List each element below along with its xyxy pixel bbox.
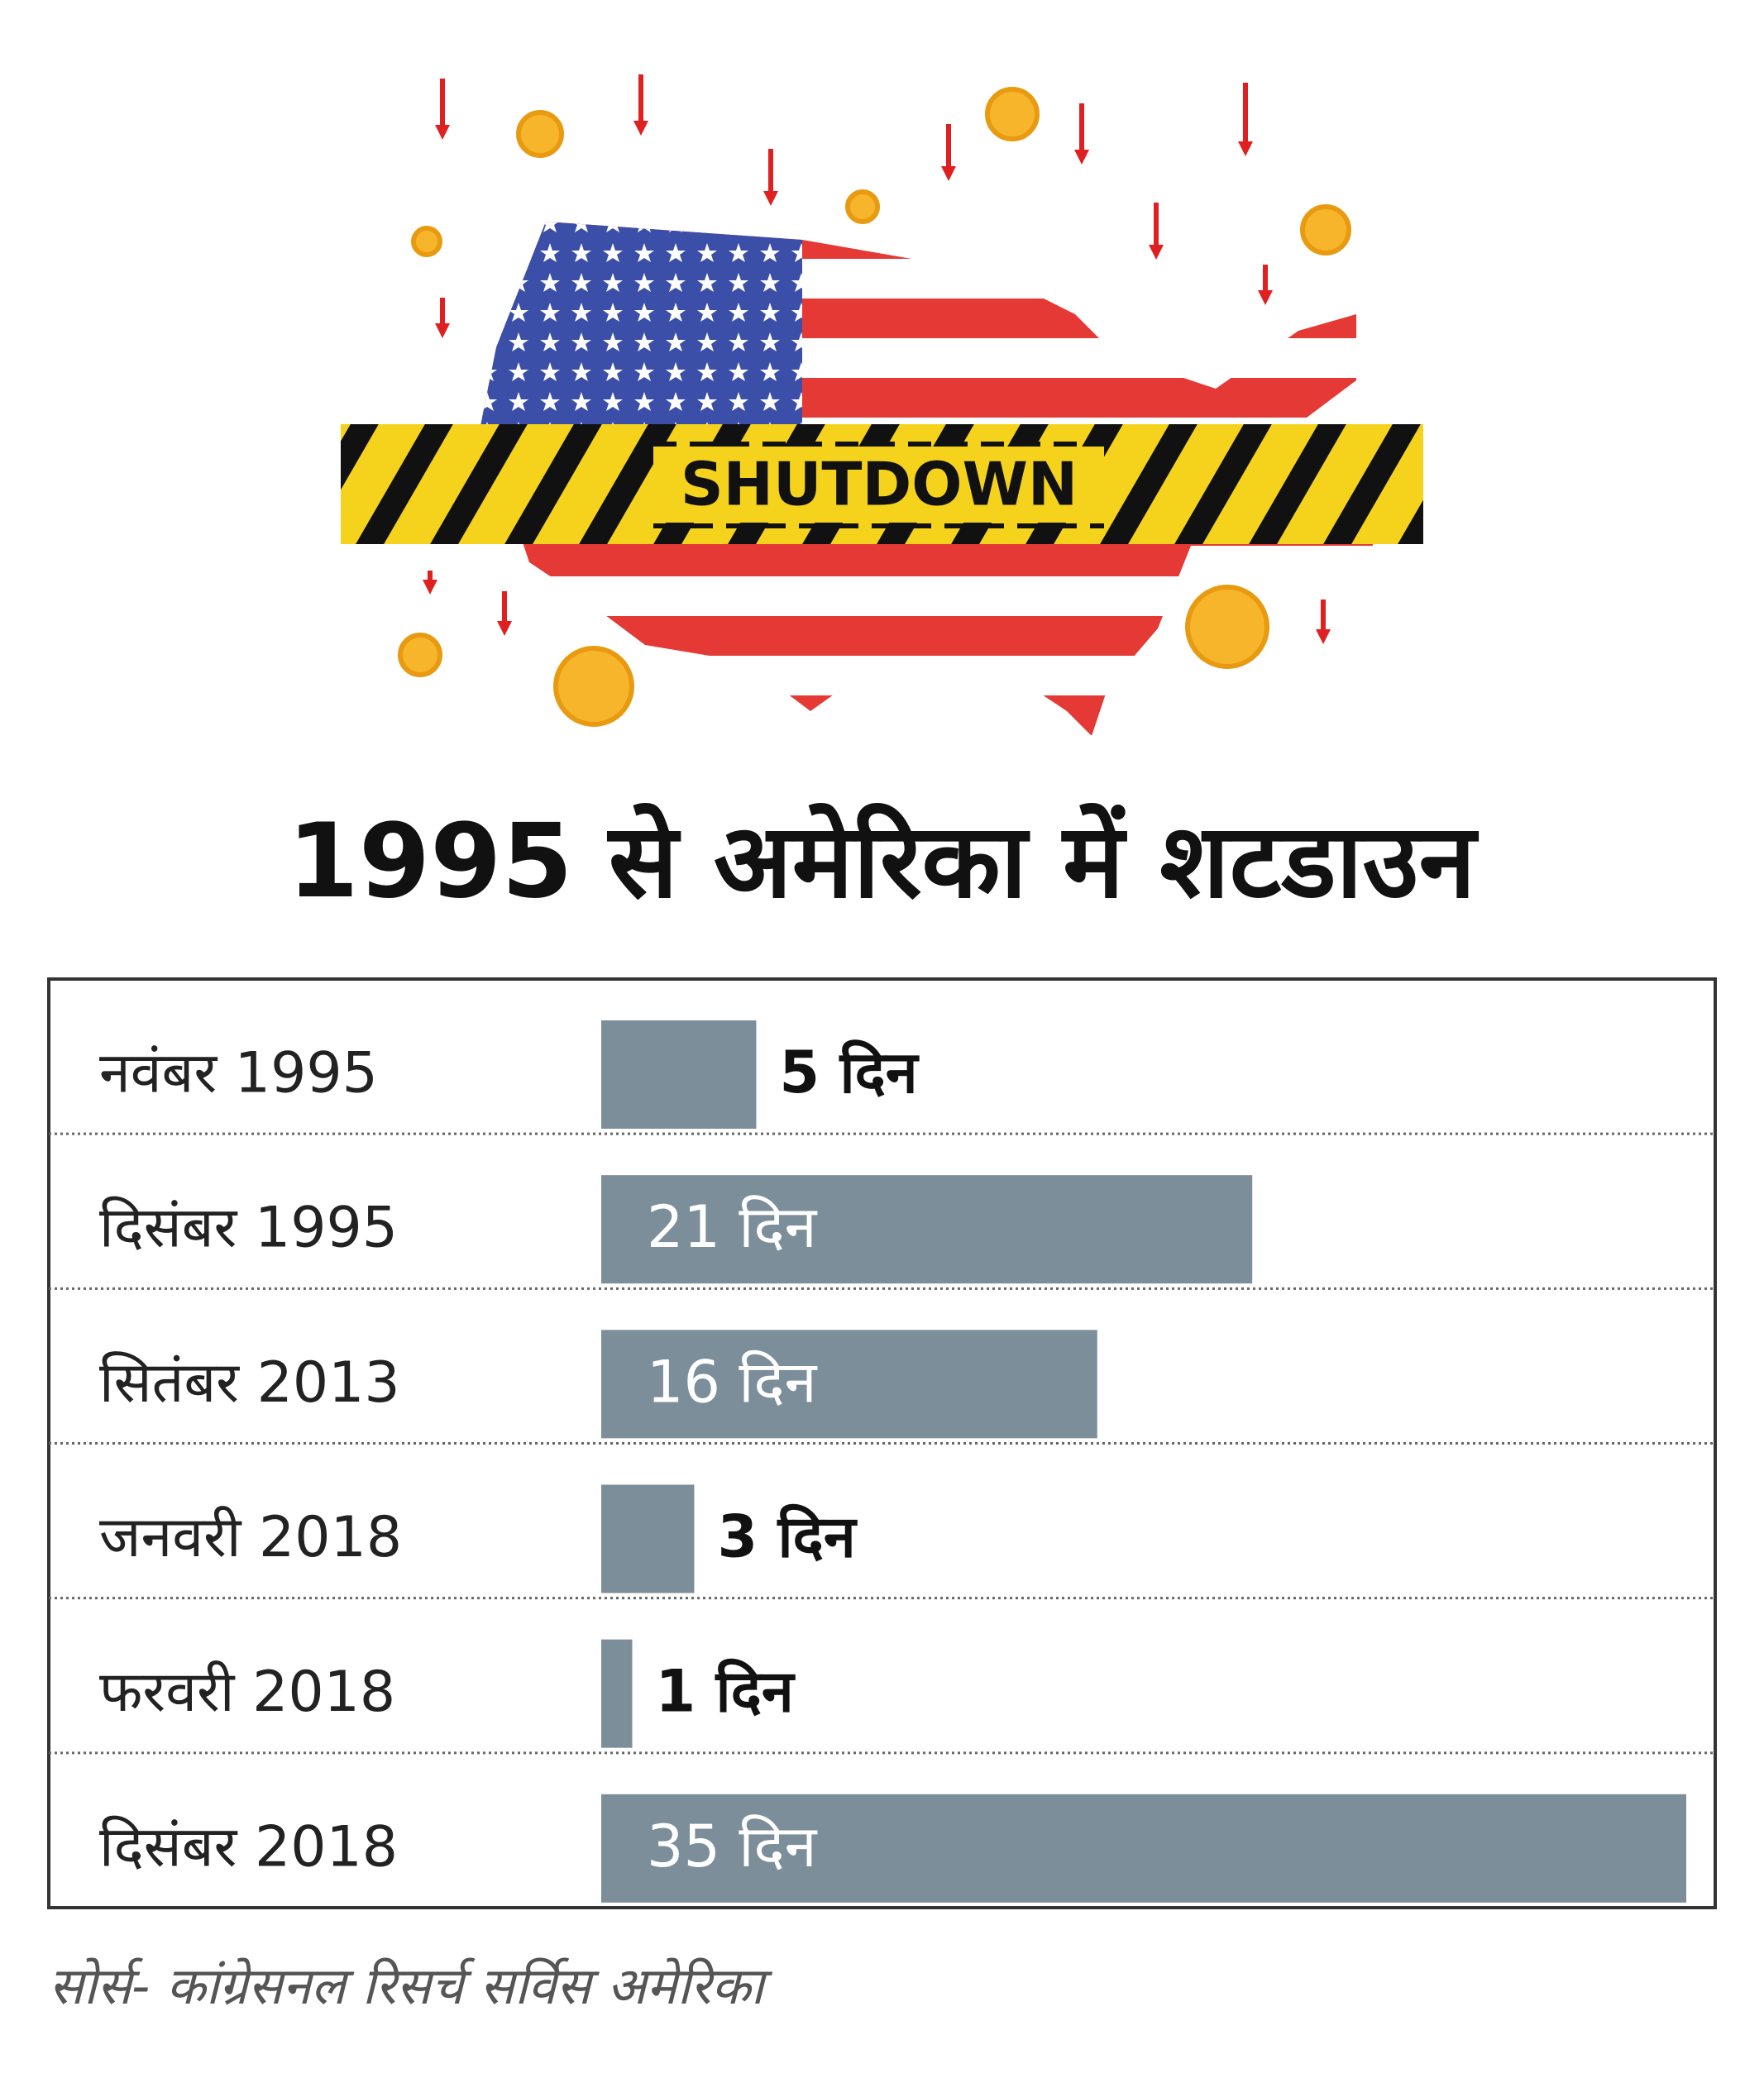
value-label: 5 दिन — [779, 1039, 919, 1106]
category-label: फरवरी 2018 — [99, 1660, 395, 1725]
value-label: 21 दिन — [647, 1193, 818, 1261]
chart-title: 1995 से अमेरिका में शटडाउन — [288, 802, 1480, 921]
illustration-label: SHUTDOWN — [681, 450, 1078, 519]
tape-label-bg — [653, 447, 1104, 523]
bar — [601, 1020, 757, 1129]
bar — [601, 1330, 1097, 1439]
category-label: नवंबर 1995 — [99, 1041, 378, 1106]
category-label: दिसंबर 2018 — [99, 1814, 398, 1880]
category-label: जनवरी 2018 — [99, 1505, 402, 1570]
value-label: 16 दिन — [647, 1348, 818, 1416]
value-label: 35 दिन — [647, 1813, 818, 1880]
bar — [601, 1639, 633, 1748]
value-label: 1 दिन — [655, 1658, 795, 1726]
category-label: सितंबर 2013 — [99, 1350, 400, 1416]
bar — [601, 1484, 695, 1593]
bar — [601, 1794, 1686, 1903]
category-label: दिसंबर 1995 — [99, 1196, 398, 1261]
source: सोर्स- कांग्रेसनल रिसर्च सर्विस अमेरिका — [49, 1956, 773, 2016]
value-label: 3 दिन — [717, 1503, 857, 1571]
arrows — [423, 74, 1331, 644]
coins — [398, 87, 1351, 727]
illustration: SHUTDOWN — [341, 74, 1423, 736]
bar — [601, 1175, 1253, 1284]
